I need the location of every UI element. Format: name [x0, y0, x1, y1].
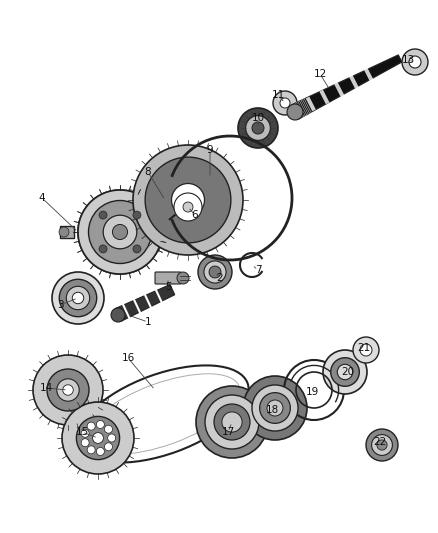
Circle shape — [377, 440, 387, 450]
Circle shape — [267, 400, 283, 416]
Text: 10: 10 — [251, 113, 265, 123]
Circle shape — [59, 279, 97, 317]
Circle shape — [243, 376, 307, 440]
Circle shape — [62, 402, 134, 474]
FancyBboxPatch shape — [155, 272, 181, 284]
Text: 9: 9 — [207, 145, 213, 155]
Text: 16: 16 — [121, 353, 134, 363]
Circle shape — [371, 434, 392, 455]
Circle shape — [81, 439, 89, 447]
Text: 4: 4 — [39, 193, 45, 203]
Circle shape — [172, 183, 205, 216]
Circle shape — [113, 224, 127, 239]
Circle shape — [222, 412, 242, 432]
Circle shape — [103, 215, 137, 249]
Circle shape — [133, 145, 243, 255]
Text: 8: 8 — [145, 167, 151, 177]
Circle shape — [133, 245, 141, 253]
Text: 3: 3 — [57, 300, 64, 310]
Circle shape — [92, 433, 103, 443]
Circle shape — [204, 261, 226, 283]
Text: 21: 21 — [357, 343, 371, 353]
Circle shape — [409, 56, 421, 68]
Circle shape — [105, 425, 113, 433]
Circle shape — [81, 429, 89, 437]
Circle shape — [238, 108, 278, 148]
Circle shape — [87, 422, 95, 430]
Circle shape — [113, 224, 127, 239]
Text: 2: 2 — [217, 273, 223, 283]
Circle shape — [260, 393, 290, 423]
Circle shape — [366, 429, 398, 461]
Circle shape — [88, 200, 152, 263]
Circle shape — [402, 49, 428, 75]
Circle shape — [353, 337, 379, 363]
Circle shape — [198, 255, 232, 289]
Circle shape — [96, 448, 104, 456]
Circle shape — [252, 385, 298, 431]
Circle shape — [76, 416, 120, 459]
Polygon shape — [364, 67, 374, 82]
Circle shape — [252, 122, 264, 134]
Circle shape — [323, 350, 367, 394]
Circle shape — [63, 385, 73, 395]
Polygon shape — [349, 75, 359, 90]
Circle shape — [287, 104, 303, 120]
Circle shape — [99, 211, 107, 219]
Circle shape — [33, 355, 103, 425]
Circle shape — [66, 286, 90, 310]
Circle shape — [52, 272, 104, 324]
Circle shape — [331, 358, 359, 386]
Text: 5: 5 — [165, 282, 171, 292]
Circle shape — [57, 379, 79, 401]
Circle shape — [105, 443, 113, 451]
Circle shape — [72, 292, 84, 304]
Circle shape — [99, 245, 107, 253]
Circle shape — [103, 215, 137, 249]
Circle shape — [209, 266, 221, 278]
Circle shape — [246, 116, 270, 140]
Text: 22: 22 — [373, 437, 387, 447]
Text: 14: 14 — [39, 383, 53, 393]
Circle shape — [87, 446, 95, 454]
Circle shape — [59, 227, 69, 237]
Circle shape — [145, 157, 231, 243]
Circle shape — [205, 395, 259, 449]
Polygon shape — [334, 82, 344, 97]
Circle shape — [78, 190, 162, 274]
Circle shape — [108, 434, 116, 442]
Text: 15: 15 — [75, 427, 88, 437]
Text: 6: 6 — [192, 210, 198, 220]
Circle shape — [47, 369, 89, 411]
Circle shape — [196, 386, 268, 458]
Circle shape — [133, 211, 141, 219]
Circle shape — [360, 344, 372, 356]
Circle shape — [96, 421, 104, 429]
Circle shape — [273, 91, 297, 115]
Polygon shape — [115, 285, 175, 321]
Text: 11: 11 — [272, 90, 285, 100]
Circle shape — [88, 200, 152, 263]
Circle shape — [337, 364, 353, 379]
Text: 7: 7 — [254, 265, 261, 275]
Circle shape — [214, 404, 250, 440]
Text: 19: 19 — [305, 387, 318, 397]
Polygon shape — [306, 96, 316, 111]
Circle shape — [174, 193, 202, 221]
Text: 13: 13 — [401, 55, 415, 65]
Circle shape — [177, 272, 189, 284]
Polygon shape — [291, 55, 402, 119]
Circle shape — [111, 308, 125, 322]
Polygon shape — [319, 90, 329, 104]
Circle shape — [78, 190, 162, 274]
Text: 1: 1 — [145, 317, 151, 327]
Text: 20: 20 — [342, 367, 355, 377]
FancyBboxPatch shape — [93, 207, 147, 257]
Circle shape — [280, 98, 290, 108]
Circle shape — [183, 202, 193, 212]
Text: 17: 17 — [221, 427, 235, 437]
Polygon shape — [60, 226, 74, 238]
Text: 18: 18 — [265, 405, 279, 415]
Text: 12: 12 — [313, 69, 327, 79]
